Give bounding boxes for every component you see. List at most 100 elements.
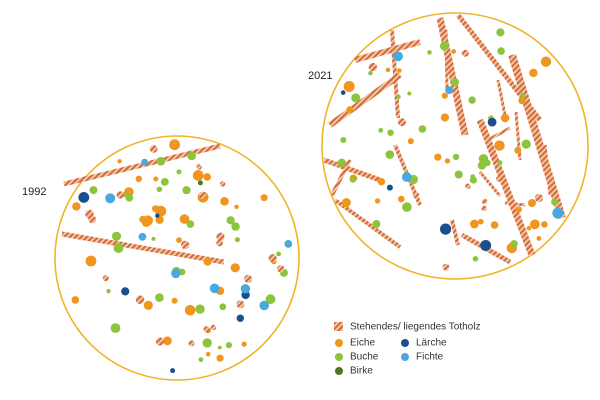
trees [61, 13, 566, 374]
legend-label: Birke [350, 366, 373, 377]
deadwood-log [328, 72, 402, 128]
tree [78, 192, 90, 203]
tree [440, 223, 452, 235]
tree [510, 240, 518, 248]
tree [520, 92, 526, 98]
tree [268, 254, 277, 263]
tree [143, 300, 153, 310]
tree [88, 215, 97, 224]
tree [536, 236, 542, 241]
tree [494, 140, 505, 151]
tree [340, 90, 346, 95]
deadwood-log [487, 126, 511, 142]
tree [149, 145, 158, 153]
deadwood-log [436, 17, 469, 136]
tree [241, 341, 247, 347]
tree [202, 338, 212, 348]
tree [197, 180, 203, 186]
tree [230, 263, 240, 273]
tree [155, 293, 164, 302]
deadwood-log [323, 157, 381, 183]
legend-swatch [335, 367, 343, 375]
tree [176, 169, 182, 175]
tree [198, 357, 204, 362]
tree [106, 288, 111, 294]
deadwood-log [330, 159, 352, 196]
tree [451, 49, 456, 54]
tree [284, 240, 293, 248]
tree [182, 186, 191, 195]
tree [163, 336, 172, 346]
deadwood-log [496, 79, 507, 116]
tree [514, 146, 522, 154]
deadwood-log [543, 144, 552, 196]
tree [116, 191, 124, 199]
tree [461, 49, 469, 57]
tree [341, 198, 351, 208]
plot-label: 2021 [308, 70, 332, 82]
tree [427, 50, 432, 55]
deadwood-log [504, 201, 526, 207]
tree [378, 127, 384, 133]
tree [141, 158, 149, 166]
tree [465, 183, 471, 189]
tree [337, 158, 347, 168]
tree [187, 151, 196, 161]
tree [439, 41, 449, 51]
legend-label: Lärche [416, 338, 447, 349]
tree [454, 170, 463, 179]
tree [135, 295, 145, 305]
tree [152, 205, 159, 213]
tree [496, 176, 502, 182]
legend-swatch [401, 339, 409, 347]
tree [160, 178, 169, 186]
tree [102, 275, 109, 282]
tree [195, 304, 205, 314]
deadwood-log [444, 29, 449, 91]
tree [487, 117, 497, 127]
tree [260, 194, 268, 202]
legend-label: Eiche [350, 338, 375, 349]
tree [186, 220, 195, 228]
tree [397, 68, 402, 73]
tree [188, 340, 195, 347]
legend-swatch [335, 353, 343, 361]
tree [521, 139, 531, 149]
tree [540, 56, 552, 67]
tree [117, 159, 122, 164]
tree [135, 175, 142, 182]
tree [385, 67, 391, 73]
tree [441, 92, 448, 99]
tree [203, 173, 211, 181]
tree [407, 91, 412, 96]
legend-swatch [401, 353, 409, 361]
tree [526, 225, 532, 231]
legend-label: Stehendes/ liegendes Totholz [350, 322, 480, 333]
tree [179, 214, 190, 224]
tree [155, 337, 164, 346]
tree [155, 213, 160, 218]
tree [236, 314, 244, 322]
tree [351, 93, 361, 103]
tree [534, 193, 544, 203]
tree [72, 202, 81, 211]
tree [231, 222, 240, 231]
tree [205, 351, 211, 357]
tree [496, 28, 505, 37]
tree [226, 216, 235, 225]
tree [111, 231, 122, 241]
tree [541, 221, 548, 228]
tree [89, 186, 98, 195]
tree [156, 186, 163, 193]
tree [434, 153, 442, 161]
deadwood-log [390, 29, 400, 119]
tree [349, 176, 356, 183]
tree [385, 150, 395, 159]
legend-label: Fichte [416, 352, 444, 363]
tree [203, 326, 210, 333]
tree [240, 284, 251, 294]
tree [468, 96, 476, 104]
tree [113, 243, 124, 253]
tree [181, 240, 190, 250]
